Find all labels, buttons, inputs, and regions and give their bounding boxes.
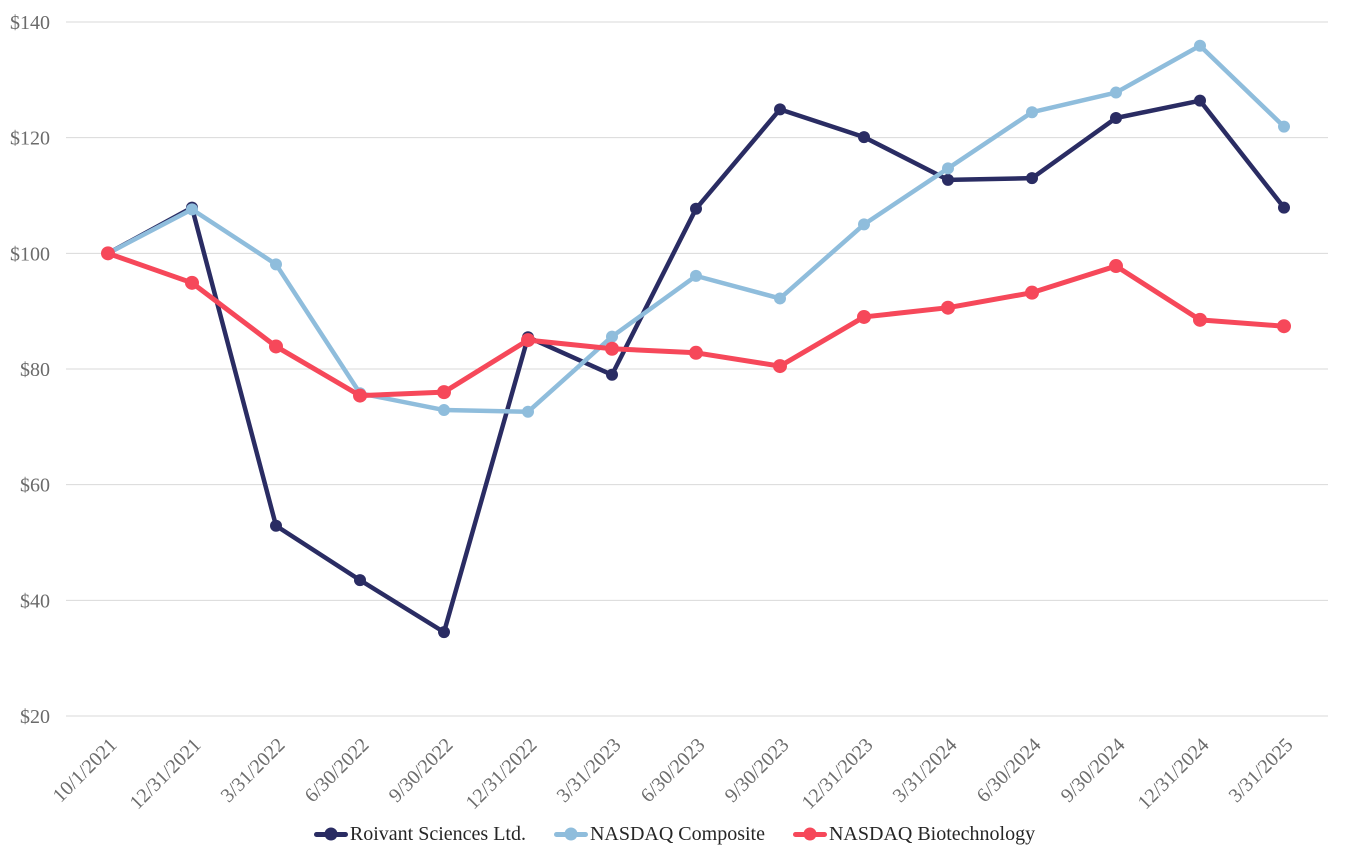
data-point-marker [522, 405, 534, 418]
legend-label: Roivant Sciences Ltd. [349, 822, 526, 845]
data-point-marker [1193, 312, 1207, 327]
legend-dot-icon [564, 827, 578, 841]
legend-line-marker-icon [553, 827, 588, 841]
data-point-marker [521, 333, 535, 348]
data-point-marker [1110, 112, 1122, 125]
data-point-marker [689, 345, 703, 360]
x-axis-tick-label: 6/30/2024 [973, 734, 1046, 807]
x-axis-tick-label: 12/31/2023 [798, 734, 878, 814]
data-point-marker [690, 202, 702, 215]
legend-item: NASDAQ Biotechnology [792, 822, 1036, 846]
data-point-marker [774, 292, 786, 305]
legend-dot-icon [324, 827, 338, 841]
x-axis-tick-label: 12/31/2022 [462, 734, 542, 814]
legend: Roivant Sciences Ltd. NASDAQ Composite NAS… [0, 818, 1349, 850]
data-point-marker [438, 404, 450, 417]
data-point-marker [1110, 86, 1122, 99]
series-line [105, 98, 1287, 635]
data-point-marker [857, 309, 871, 324]
data-point-marker [605, 341, 619, 356]
data-point-marker [186, 203, 198, 216]
data-point-marker [101, 246, 115, 261]
x-axis-tick-label: 9/30/2023 [721, 734, 794, 807]
data-point-marker [1026, 172, 1038, 185]
x-axis-tick-label: 9/30/2024 [1057, 734, 1130, 807]
data-point-marker [437, 385, 451, 400]
legend-item: NASDAQ Composite [553, 822, 765, 846]
y-axis-tick-label: $120 [10, 128, 50, 150]
x-axis-tick-label: 3/31/2025 [1225, 734, 1298, 807]
data-point-marker [858, 131, 870, 144]
x-axis-tick-label: 3/31/2023 [553, 734, 626, 807]
y-axis-tick-label: $40 [20, 590, 50, 612]
data-point-marker [1025, 285, 1039, 300]
data-point-marker [773, 359, 787, 374]
y-axis-tick-label: $20 [20, 706, 50, 728]
data-point-marker [942, 173, 954, 186]
data-point-marker [606, 368, 618, 381]
legend-label: NASDAQ Composite [589, 822, 765, 845]
y-axis-tick-label: $140 [10, 12, 50, 34]
data-point-marker [941, 300, 955, 315]
y-axis-tick-label: $60 [20, 475, 50, 497]
y-axis-tick-label: $80 [20, 359, 50, 381]
data-point-marker [1278, 120, 1290, 133]
data-point-marker [774, 103, 786, 116]
data-point-marker [270, 258, 282, 271]
data-point-marker [354, 574, 366, 587]
data-point-marker [1026, 106, 1038, 119]
data-point-marker [1194, 94, 1206, 107]
data-point-marker [353, 388, 367, 403]
data-point-marker [438, 626, 450, 639]
data-point-marker [606, 330, 618, 343]
legend-dot-icon [803, 827, 817, 841]
x-axis-tick-label: 12/31/2021 [126, 734, 206, 814]
data-point-marker [1278, 201, 1290, 214]
legend-line-marker-icon [313, 827, 348, 841]
y-axis-tick-label: $100 [10, 243, 50, 265]
x-axis-tick-label: 10/1/2021 [49, 734, 122, 807]
x-axis-tick-label: 12/31/2024 [1134, 734, 1214, 814]
data-point-marker [269, 339, 283, 354]
x-axis-tick-label: 6/30/2023 [637, 734, 710, 807]
data-point-marker [270, 519, 282, 532]
x-axis-tick-label: 6/30/2022 [301, 734, 374, 807]
data-point-marker [1277, 319, 1291, 334]
data-point-marker [690, 269, 702, 282]
x-axis-tick-label: 3/31/2022 [217, 734, 290, 807]
data-point-marker [1109, 259, 1123, 274]
data-point-marker [858, 218, 870, 231]
legend-line-marker-icon [792, 827, 827, 841]
data-point-marker [1194, 39, 1206, 52]
legend-item: Roivant Sciences Ltd. [313, 822, 526, 846]
x-axis-tick-label: 3/31/2024 [889, 734, 962, 807]
legend-label: NASDAQ Biotechnology [828, 822, 1036, 845]
x-axis-tick-label: 9/30/2022 [385, 734, 458, 807]
data-point-marker [185, 275, 199, 290]
data-point-marker [942, 162, 954, 175]
